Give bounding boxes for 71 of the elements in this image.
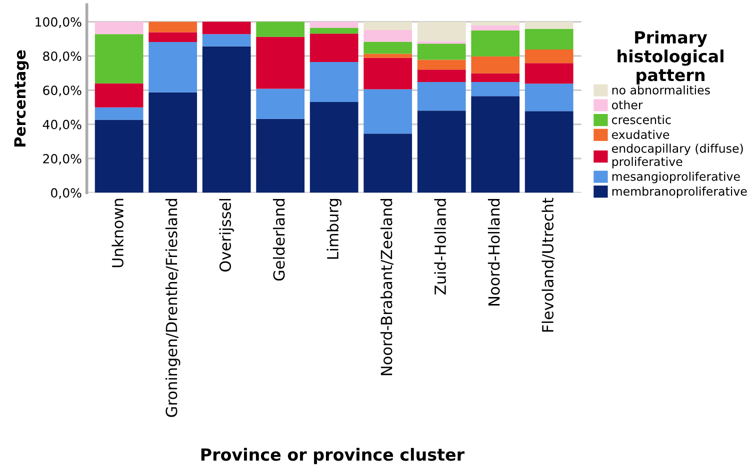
x-tick-label: Flevoland/Utrecht [542,198,555,332]
bar [417,82,466,111]
x-tick-label: Groningen/Drenthe/Friesland [165,198,180,417]
bar [310,62,358,102]
y-tick-label: 0,0% [51,188,82,199]
bar [148,22,198,32]
bar [148,92,198,193]
bar [471,82,520,96]
bar [256,22,305,37]
y-axis-title: Percentage [14,50,29,146]
legend-label: exudative [612,130,670,140]
bar [94,120,144,193]
bar [364,54,412,58]
y-tick-label: 60,0% [43,86,82,96]
x-tick-label: Noord-Holland [488,198,500,306]
bar [256,118,305,193]
bar [471,56,520,74]
bar [310,28,358,34]
bar [524,63,574,84]
bar [417,44,466,60]
bar [524,28,574,50]
bar [310,34,358,62]
bar [417,70,466,82]
bar [310,22,358,28]
bar [524,111,574,193]
bar [417,110,466,193]
bar [256,88,305,119]
x-tick-label: Unknown [112,198,124,268]
bar [364,22,412,30]
bar [310,102,358,193]
bar [202,22,251,34]
bar [524,49,574,64]
x-tick-label: Overijssel [219,198,234,272]
bar [524,22,574,29]
bar [202,46,251,193]
y-tick-label: 40,0% [42,120,82,131]
legend-title: Primary histological pattern [618,30,724,84]
bar [471,25,520,30]
bar [417,22,466,42]
bar [417,60,466,70]
y-tick-label: 20,0% [43,154,82,165]
bar [94,83,144,108]
x-tick-label: Zuid-Holland [434,198,446,295]
bar [471,30,520,56]
bar [364,30,412,42]
legend-label: other [612,100,643,110]
bar [364,42,412,54]
bar [364,134,412,193]
legend-label: crescentic [612,115,671,124]
legend-label: mesangioproliferative [612,172,740,184]
x-axis-title: Province or province cluster [201,448,464,464]
bar [256,36,305,89]
legend-label: no abnormalities [612,85,710,95]
bar [471,22,520,26]
x-tick-label: Limburg [326,198,342,259]
legend-label: membranoproliferative [612,186,747,198]
bar [148,32,198,42]
bar [364,58,412,90]
y-tick-label: 80,0% [43,51,82,62]
bar [364,89,412,134]
bar [471,96,520,193]
bar [94,34,144,84]
bar [202,34,251,46]
bar [148,42,198,92]
x-tick-label: Noord-Brabant/Zeeland [380,198,394,376]
x-tick-label: Gelderland [272,198,285,281]
bar [524,84,574,112]
bar [94,107,144,120]
y-tick-label: 100,0% [36,17,82,28]
bar [94,22,144,34]
bar [471,73,520,82]
